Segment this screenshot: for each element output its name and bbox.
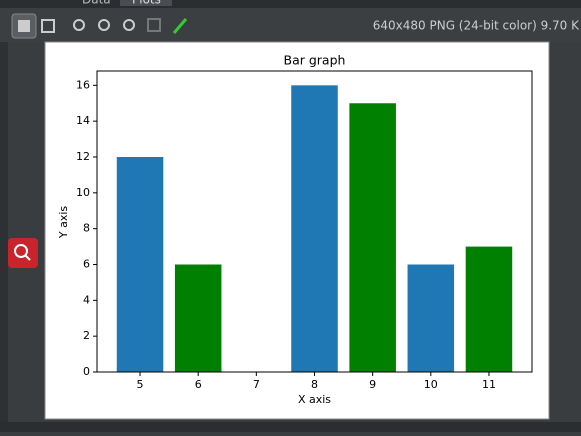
y-tick-label: 0 xyxy=(83,365,90,378)
chart: Bar graph X axis Y axis 0 2 4 6 8 10 12 14 16 5 6 7… xyxy=(57,53,533,406)
y-tick-label: 8 xyxy=(83,222,90,235)
zoom-reset[interactable] xyxy=(123,19,135,31)
bar xyxy=(407,264,455,372)
axes-frame xyxy=(96,70,533,373)
bar xyxy=(174,264,222,372)
x-tick-label: 8 xyxy=(311,378,318,391)
bar xyxy=(116,157,164,372)
tab-active xyxy=(120,0,172,6)
tab[interactable]: Plots xyxy=(132,0,161,7)
status-bar xyxy=(0,422,581,432)
y-tick-label: 12 xyxy=(76,150,90,163)
x-tick-label: 11 xyxy=(482,378,496,391)
x-tick-label: 5 xyxy=(137,378,144,391)
search-btn[interactable] xyxy=(8,238,38,268)
x-tick-label: 7 xyxy=(253,378,260,391)
icon[interactable] xyxy=(41,19,55,33)
y-tick-label: 10 xyxy=(76,186,90,199)
icon xyxy=(14,244,28,258)
x-tick-label: 6 xyxy=(195,378,202,391)
tab-bar xyxy=(0,0,581,8)
bar xyxy=(349,103,396,372)
tab[interactable]: Data xyxy=(82,0,111,7)
icon xyxy=(24,254,31,261)
bar xyxy=(465,246,513,372)
y-tick-label: 4 xyxy=(83,293,90,306)
zoom-in[interactable] xyxy=(73,19,85,31)
x-tick-label: 10 xyxy=(424,378,438,391)
y-tick-label: 14 xyxy=(76,114,90,127)
y-tick-label: 16 xyxy=(76,78,90,91)
icon xyxy=(18,20,30,32)
y-tick-label: 2 xyxy=(83,329,90,342)
image-info: 640x480 PNG (24-bit color) 9.70 K xyxy=(373,19,580,33)
x-axis-label: X axis xyxy=(298,393,331,406)
toolbar xyxy=(0,8,581,42)
y-axis-label: Y axis xyxy=(57,206,70,240)
y-tick-label: 6 xyxy=(83,258,90,271)
bar xyxy=(291,85,338,372)
zoom-out[interactable] xyxy=(98,19,110,31)
color-picker[interactable] xyxy=(172,18,188,34)
chart-title: Bar graph xyxy=(284,53,346,68)
fit[interactable] xyxy=(147,18,161,32)
side-strip xyxy=(0,42,8,422)
x-tick-label: 9 xyxy=(369,378,376,391)
